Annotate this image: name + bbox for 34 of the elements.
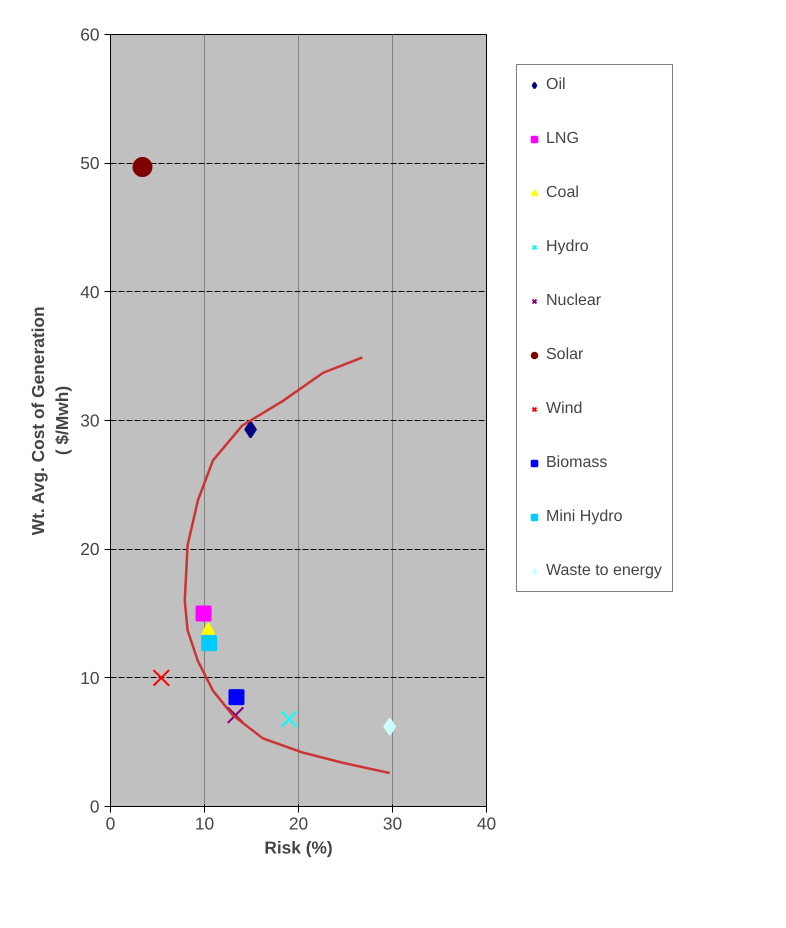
- point: [280, 710, 298, 728]
- point: [226, 706, 244, 724]
- point: [244, 420, 257, 439]
- y-tick-label: 0: [90, 796, 100, 816]
- legend-label: Hydro: [546, 238, 589, 256]
- x-axis-title: Risk (%): [264, 838, 333, 858]
- legend-label: Nuclear: [546, 292, 602, 310]
- y-tick-label: 30: [80, 410, 100, 430]
- legend-label: Coal: [546, 184, 579, 202]
- legend-label: Biomass: [546, 454, 608, 472]
- point: [383, 718, 396, 736]
- point: [228, 689, 244, 706]
- x-tick-label: 20: [288, 814, 308, 834]
- legend-label: Wind: [546, 400, 582, 418]
- point: [152, 669, 170, 687]
- legend-label: Oil: [546, 76, 566, 94]
- legend-label: Waste to energy: [546, 562, 662, 580]
- point: [196, 606, 212, 622]
- y-axis-title: Wt. Avg. Cost of Generation ( $/Mwh): [28, 306, 72, 536]
- x-tick-label: 30: [382, 814, 402, 834]
- line-series: [184, 356, 391, 774]
- y-tick-label: 20: [80, 539, 100, 560]
- x-tick-label: 10: [194, 814, 214, 834]
- y-tick-label: 60: [80, 24, 100, 44]
- legend-label: Solar: [546, 346, 584, 364]
- legend-label: LNG: [546, 130, 579, 148]
- x-tick-label: 0: [106, 814, 116, 834]
- point: [201, 635, 218, 652]
- point: [132, 157, 152, 178]
- y-tick-label: 40: [80, 282, 100, 302]
- legend-label: Mini Hydro: [546, 508, 622, 526]
- x-tick-label: 40: [476, 814, 496, 834]
- y-tick-label: 10: [80, 668, 100, 688]
- y-tick-label: 50: [80, 153, 100, 174]
